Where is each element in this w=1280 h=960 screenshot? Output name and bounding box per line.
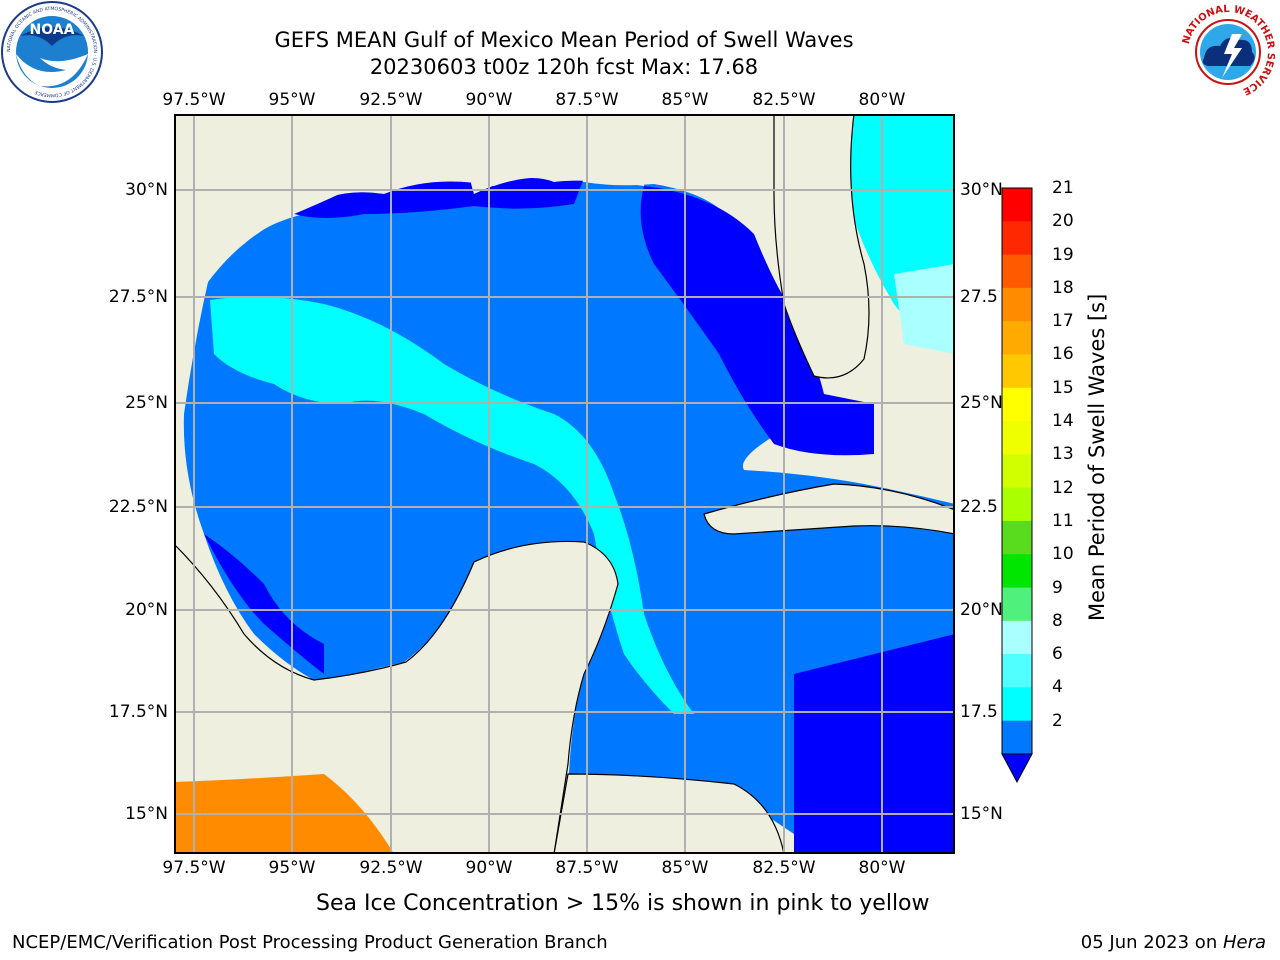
colorbar	[1000, 186, 1036, 786]
y-tick-left: 15°N	[125, 804, 168, 824]
colorbar-swatch	[1002, 421, 1032, 455]
colorbar-swatch	[1002, 587, 1032, 622]
x-tick-top: 82.5°W	[752, 90, 816, 110]
x-tick-bottom: 95°W	[268, 858, 316, 878]
y-tick-right: 27.5	[960, 287, 998, 307]
colorbar-swatch	[1002, 287, 1032, 322]
colorbar-swatch	[1002, 254, 1032, 289]
y-tick-right: 20°N	[960, 600, 1003, 620]
colorbar-tick-label: 4	[1052, 677, 1063, 698]
sea-ice-caption: Sea Ice Concentration > 15% is shown in …	[316, 891, 930, 916]
colorbar-tick-label: 10	[1052, 544, 1074, 565]
colorbar-swatch	[1002, 620, 1032, 655]
colorbar-tick-label: 20	[1052, 211, 1074, 232]
colorbar-swatch	[1002, 554, 1032, 589]
x-tick-bottom: 92.5°W	[359, 858, 423, 878]
colorbar-tick-label: 12	[1052, 477, 1074, 498]
colorbar-tick-label: 13	[1052, 444, 1074, 465]
colorbar-tick-label: 16	[1052, 344, 1074, 365]
footer-date: 05 Jun 2023 on Hera	[1081, 932, 1266, 954]
graticule	[174, 114, 955, 854]
y-tick-left: 20°N	[125, 600, 168, 620]
x-tick-top: 95°W	[268, 90, 316, 110]
y-tick-left: 25°N	[125, 393, 168, 413]
y-tick-right: 15°N	[960, 804, 1003, 824]
x-tick-bottom: 82.5°W	[752, 858, 816, 878]
colorbar-tick-label: 15	[1052, 377, 1074, 398]
swell-zone-under-2s-west	[204, 534, 324, 674]
swell-period-map	[173, 113, 956, 855]
y-tick-right: 30°N	[960, 180, 1003, 200]
land-mexico-yucatan	[173, 540, 619, 855]
x-tick-bottom: 80°W	[858, 858, 906, 878]
colorbar-tick-label: 19	[1052, 244, 1074, 265]
colorbar-tick-label: 11	[1052, 510, 1074, 531]
land-florida	[773, 113, 870, 379]
x-tick-bottom: 90°W	[465, 858, 513, 878]
x-tick-top: 85°W	[661, 90, 709, 110]
colorbar-tick-label: 21	[1052, 178, 1074, 198]
nws-logo: NATIONAL WEATHER SERVICE	[1176, 0, 1280, 104]
x-tick-bottom: 87.5°W	[555, 858, 619, 878]
colorbar-tick-label: 2	[1052, 710, 1063, 731]
swell-zone-8-9s	[894, 264, 955, 354]
swell-zone-4-6s	[210, 296, 694, 714]
colorbar-swatch	[1002, 387, 1032, 422]
footer-host: Hera	[1222, 932, 1266, 953]
colorbar-tick-label: 18	[1052, 277, 1074, 298]
map-title: GEFS MEAN Gulf of Mexico Mean Period of …	[274, 28, 854, 52]
x-tick-top: 90°W	[465, 90, 513, 110]
x-tick-top: 80°W	[858, 90, 906, 110]
y-tick-left: 22.5°N	[108, 497, 168, 517]
map-panel	[173, 113, 956, 855]
colorbar-under-extension	[1001, 753, 1033, 784]
footer-credit: NCEP/EMC/Verification Post Processing Pr…	[12, 932, 608, 953]
colorbar-swatch	[1002, 520, 1032, 555]
y-tick-right: 17.5	[960, 702, 998, 722]
colorbar-title: Mean Period of Swell Waves [s]	[1085, 293, 1109, 621]
colorbar-frame	[1001, 187, 1033, 755]
colorbar-tick-label: 6	[1052, 644, 1063, 665]
land-texas	[174, 114, 469, 544]
colorbar-swatch	[1002, 354, 1032, 389]
colorbar-tick-label: 17	[1052, 311, 1074, 332]
swell-zone-under-2s-east	[640, 186, 874, 456]
footer-date-text: 05 Jun 2023 on	[1080, 932, 1223, 953]
y-tick-left: 27.5°N	[108, 287, 168, 307]
y-tick-right: 25°N	[960, 393, 1003, 413]
colorbar-swatch	[1002, 188, 1032, 222]
x-tick-top: 92.5°W	[359, 90, 423, 110]
colorbar-swatch	[1002, 654, 1032, 688]
y-tick-left: 17.5°N	[108, 702, 168, 722]
noaa-logo: NOAA NATIONAL OCEANIC AND ATMOSPHERIC AD…	[0, 0, 104, 104]
land-cuba	[703, 483, 956, 535]
colorbar-tick-label: 8	[1052, 610, 1063, 631]
colorbar-swatch	[1002, 687, 1032, 722]
colorbar-swatch	[1002, 221, 1032, 256]
colorbar-swatches	[1001, 187, 1033, 784]
svg-text:NOAA: NOAA	[30, 22, 75, 38]
swell-zone-under-2s-caribbean	[794, 634, 955, 854]
colorbar-swatch	[1002, 720, 1032, 755]
x-tick-top: 87.5°W	[555, 90, 619, 110]
x-tick-top: 97.5°W	[162, 90, 226, 110]
x-tick-bottom: 97.5°W	[162, 858, 226, 878]
colorbar-swatch	[1002, 454, 1032, 489]
x-tick-bottom: 85°W	[661, 858, 709, 878]
map-subtitle: 20230603 t00z 120h fcst Max: 17.68	[369, 55, 759, 79]
y-tick-left: 30°N	[125, 180, 168, 200]
y-tick-right: 22.5	[960, 497, 998, 517]
swell-zone-under-2s-north	[294, 176, 584, 218]
colorbar-tick-label: 9	[1052, 577, 1063, 598]
colorbar-tick-label: 14	[1052, 411, 1074, 432]
colorbar-swatch	[1002, 321, 1032, 355]
colorbar-swatch	[1002, 487, 1032, 522]
land-us-gulf-coast	[467, 114, 644, 194]
